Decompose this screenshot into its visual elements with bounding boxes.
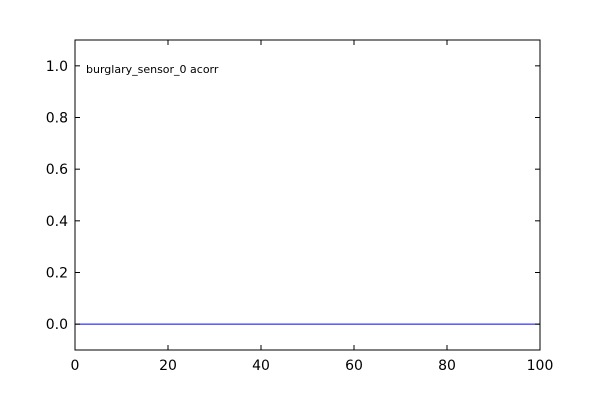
annotation-label: burglary_sensor_0 acorr bbox=[86, 63, 219, 76]
ticks-layer: 0 20 40 60 80 100 0.0 0.2 0.4 0.6 0.8 1.0 bbox=[46, 40, 554, 374]
x-tick-label-0: 0 bbox=[71, 358, 80, 374]
x-tick-label-4: 80 bbox=[438, 358, 456, 374]
y-tick-label-5: 1.0 bbox=[46, 59, 68, 75]
x-tick-label-1: 20 bbox=[159, 358, 177, 374]
x-tick-label-2: 40 bbox=[252, 358, 270, 374]
axes-frame bbox=[74, 39, 541, 351]
y-tick-label-3: 0.6 bbox=[46, 162, 68, 178]
y-tick-label-4: 0.8 bbox=[46, 111, 68, 127]
y-tick-label-0: 0.0 bbox=[46, 317, 68, 333]
y-tick-label-2: 0.4 bbox=[46, 214, 68, 230]
x-tick-label-5: 100 bbox=[527, 358, 554, 374]
x-tick-label-3: 60 bbox=[345, 358, 363, 374]
y-tick-label-1: 0.2 bbox=[46, 266, 68, 282]
